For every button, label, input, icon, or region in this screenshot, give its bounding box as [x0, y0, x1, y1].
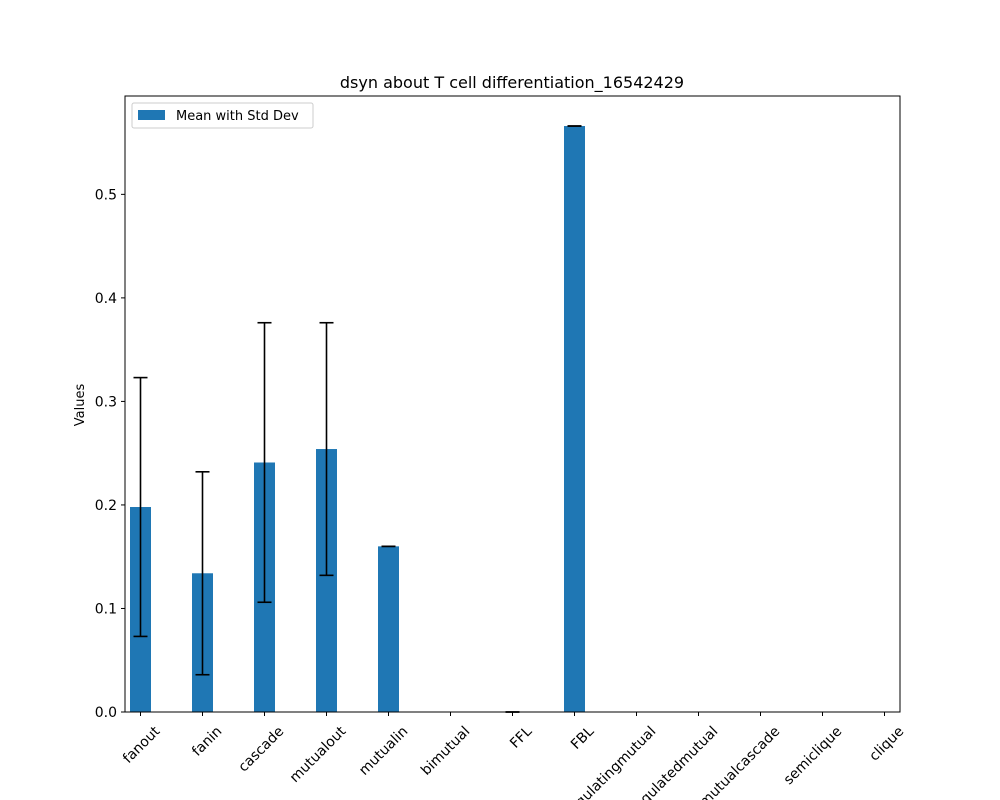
- plot-frame: [124, 95, 901, 713]
- y-tick-label-0.2: 0.2: [95, 498, 117, 514]
- x-tick-label-bimutual: bimutual: [418, 724, 473, 779]
- x-tick-label-semiclique: semiclique: [781, 724, 846, 789]
- x-tick-label-fanout: fanout: [120, 723, 164, 767]
- y-tick-label-0.5: 0.5: [95, 187, 117, 203]
- legend-swatch: [138, 110, 165, 120]
- chart-title: dsyn about T cell differentiation_165424…: [340, 73, 684, 93]
- bar-mutualin: [378, 546, 399, 712]
- x-tick-label-FBL: FBL: [568, 723, 597, 752]
- y-tick-label-0.3: 0.3: [95, 394, 117, 410]
- y-tick-label-0.4: 0.4: [95, 291, 117, 307]
- legend-box: [131, 102, 314, 129]
- error-bar-cascade: [257, 321, 272, 604]
- y-axis: 0.0 0.1 0.2 0.3 0.4 0.5: [95, 187, 125, 721]
- error-bar-fanout: [133, 376, 148, 638]
- bar-FBL: [564, 126, 585, 712]
- legend: Mean with Std Dev: [131, 102, 314, 129]
- error-bar-fanin: [195, 471, 210, 676]
- legend-label: Mean with Std Dev: [176, 109, 299, 124]
- x-tick-label-cascade: cascade: [235, 724, 287, 776]
- y-tick-label-0.1: 0.1: [95, 601, 117, 617]
- x-axis: fanout fanin cascade mutualout mutualin bimut…: [120, 712, 907, 800]
- x-tick-label-clique: clique: [866, 724, 907, 765]
- bar-mutualout: [316, 449, 337, 712]
- error-bar-mutualout: [319, 321, 334, 577]
- y-tick-label-0.0: 0.0: [95, 705, 117, 721]
- error-bars-layer: [133, 125, 582, 713]
- bars-layer: [130, 126, 585, 712]
- x-tick-label-mutualout: mutualout: [287, 723, 350, 786]
- x-tick-label-mutualin: mutualin: [356, 724, 411, 779]
- y-axis-label: Values: [73, 384, 88, 427]
- x-tick-label-fanin: fanin: [189, 724, 225, 760]
- x-tick-label-FFL: FFL: [507, 723, 535, 751]
